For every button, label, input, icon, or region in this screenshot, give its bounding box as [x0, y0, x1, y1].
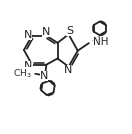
- Text: N: N: [24, 61, 33, 71]
- Text: CH$_3$: CH$_3$: [13, 67, 32, 80]
- Text: N: N: [64, 65, 72, 75]
- Text: S: S: [66, 26, 73, 36]
- Text: NH: NH: [93, 37, 108, 46]
- Text: N: N: [40, 71, 48, 81]
- Text: N: N: [24, 30, 32, 40]
- Text: N: N: [42, 27, 51, 37]
